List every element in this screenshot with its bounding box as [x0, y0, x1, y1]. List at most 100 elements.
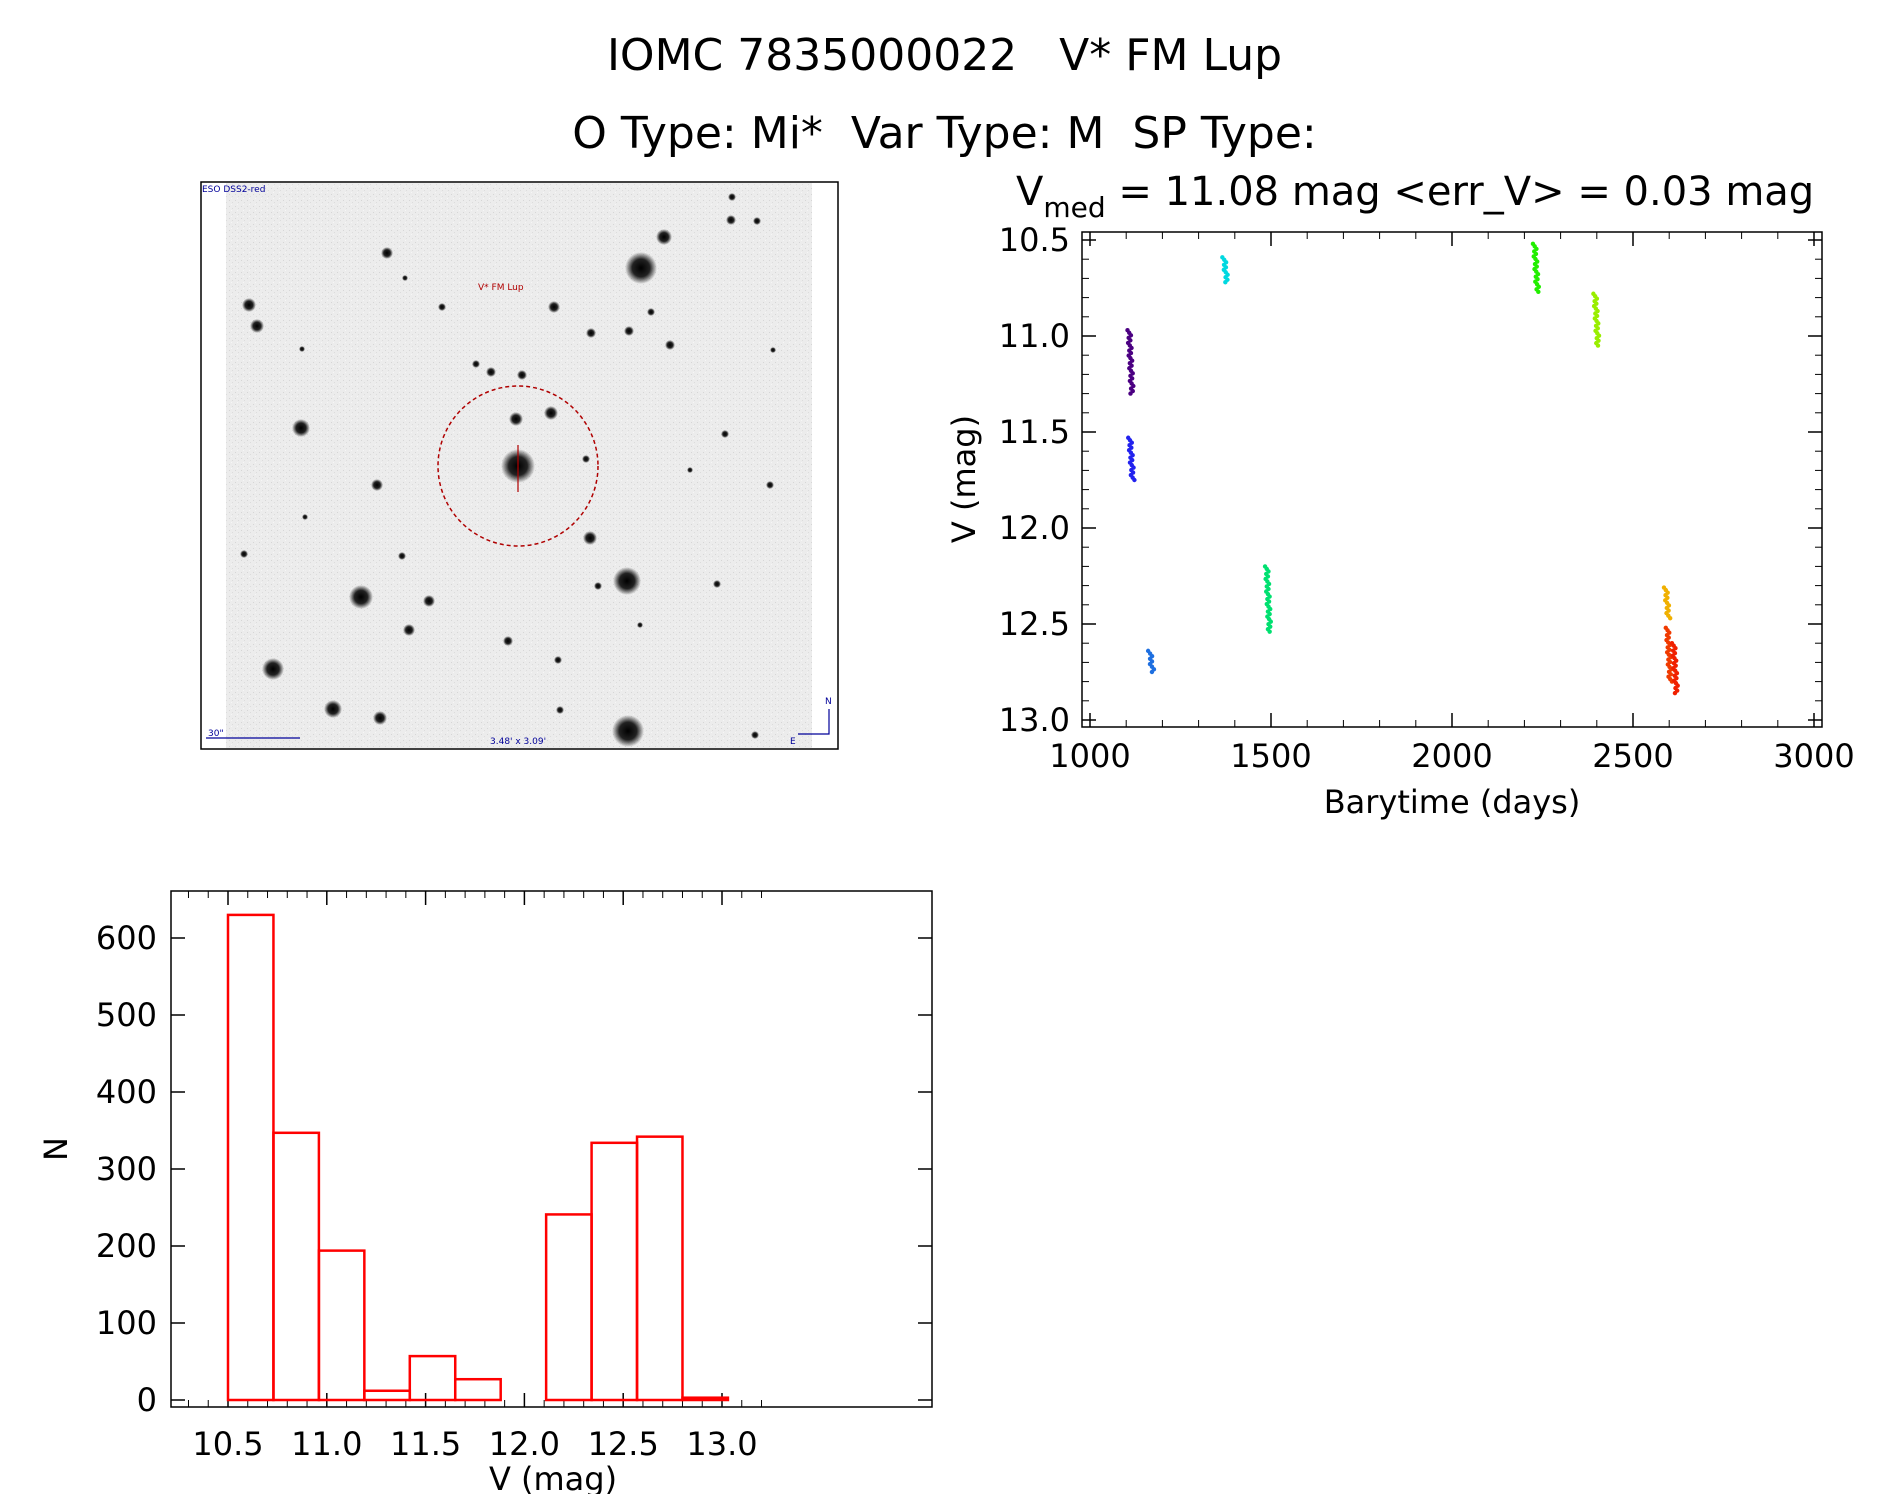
x-tick-label: 11.0: [291, 1425, 362, 1463]
light-curve-xlabel: Barytime (days): [1324, 783, 1581, 821]
x-tick-label: 1500: [1230, 737, 1311, 775]
y-tick-label: 100: [96, 1304, 157, 1342]
star: [250, 319, 264, 333]
light-curve-ticks: 1000 1500 2000 2500 3000 10.5 11.0 11.5 12.0 12.5…: [999, 221, 1855, 775]
light-curve-title: Vmed = 11.08 mag <err_V> = 0.03 mag: [1016, 169, 1814, 224]
star: [713, 580, 721, 588]
histogram-ticks: 10.5 11.0 11.5 12.0 12.5 13.0 0 100 200 300 400 500…: [96, 891, 932, 1463]
y-tick-label: 0: [137, 1381, 157, 1419]
light-curve-points: [1125, 241, 1680, 696]
data-point: [1595, 343, 1601, 348]
star: [349, 585, 373, 609]
data-point: [1672, 690, 1678, 696]
size-label: 3.48' x 3.09': [490, 737, 546, 747]
star: [398, 552, 406, 560]
x-tick-label: 2500: [1592, 737, 1673, 775]
data-point: [1149, 669, 1155, 675]
histogram-bar: [681, 1396, 730, 1402]
star: [554, 656, 562, 664]
light-curve-title-sub: med: [1043, 191, 1105, 224]
star: [324, 700, 342, 718]
star: [753, 217, 761, 225]
star: [292, 419, 310, 437]
y-tick-label: 600: [96, 919, 157, 957]
y-tick-label: 12.0: [999, 509, 1070, 547]
light-curve-ylabel: V (mag): [945, 415, 983, 543]
x-tick-label: 12.5: [588, 1425, 659, 1463]
scale-label: 30": [208, 729, 224, 739]
y-tick-label: 200: [96, 1227, 157, 1265]
star: [373, 711, 387, 725]
star: [486, 367, 496, 377]
y-tick-label: 11.0: [999, 317, 1070, 355]
star: [751, 731, 759, 739]
histogram-bar: [408, 1354, 457, 1402]
x-tick-label: 12.0: [489, 1425, 560, 1463]
star: [770, 347, 776, 353]
histogram-bar: [317, 1249, 366, 1402]
histogram-bar: [544, 1213, 593, 1402]
page-title: IOMC 7835000022 V* FM Lup: [606, 30, 1283, 81]
star: [371, 479, 383, 491]
y-tick-label: 300: [96, 1150, 157, 1188]
star-field: [240, 193, 776, 747]
y-tick-label: 400: [96, 1073, 157, 1111]
histogram-xlabel: V (mag): [489, 1460, 617, 1494]
star: [656, 229, 672, 245]
star: [613, 567, 641, 595]
histogram-bar: [635, 1135, 684, 1402]
star: [240, 550, 248, 558]
star: [766, 481, 774, 489]
star: [583, 531, 597, 545]
data-point: [1132, 477, 1137, 483]
data-point: [1536, 289, 1541, 295]
histogram-bar: [226, 913, 275, 1402]
compass-arrows: [798, 709, 830, 735]
star: [625, 252, 657, 284]
x-tick-label: 2000: [1411, 737, 1492, 775]
star: [402, 275, 408, 281]
star: [262, 658, 284, 680]
page-subtitle: O Type: Mi* Var Type: M SP Type:: [572, 108, 1317, 159]
target-circle: [437, 385, 599, 547]
y-tick-label: 10.5: [999, 221, 1070, 259]
star: [728, 193, 736, 201]
star: [423, 595, 435, 607]
histogram-ylabel: N: [37, 1137, 75, 1161]
y-tick-label: 13.0: [999, 701, 1070, 739]
star: [726, 215, 736, 225]
star: [624, 326, 634, 336]
star: [509, 412, 523, 426]
star: [687, 467, 693, 473]
star: [472, 360, 480, 368]
x-tick-label: 11.5: [390, 1425, 461, 1463]
star: [503, 636, 513, 646]
histogram-bar: [590, 1141, 639, 1402]
star: [582, 455, 590, 463]
star: [403, 624, 415, 636]
star: [637, 622, 643, 628]
star: [647, 308, 655, 316]
star: [612, 715, 644, 747]
y-tick-label: 11.5: [999, 413, 1070, 451]
star: [586, 328, 596, 338]
star: [517, 370, 527, 380]
star: [556, 706, 564, 714]
survey-label: ESO DSS2-red: [202, 185, 265, 195]
x-tick-label: 10.5: [192, 1425, 263, 1463]
light-curve-title-rest: = 11.08 mag <err_V> = 0.03 mag: [1106, 169, 1815, 215]
data-point: [1667, 616, 1673, 621]
histogram-bar: [363, 1389, 412, 1402]
star: [665, 340, 675, 350]
data-point: [1128, 391, 1133, 396]
x-tick-label: 13.0: [686, 1425, 757, 1463]
data-point: [1223, 280, 1228, 285]
histogram-plot-area: [170, 890, 933, 1408]
y-tick-label: 12.5: [999, 605, 1070, 643]
star: [594, 582, 602, 590]
light-curve-title-main: V: [1016, 169, 1044, 215]
star: [242, 298, 256, 312]
star: [381, 247, 393, 259]
